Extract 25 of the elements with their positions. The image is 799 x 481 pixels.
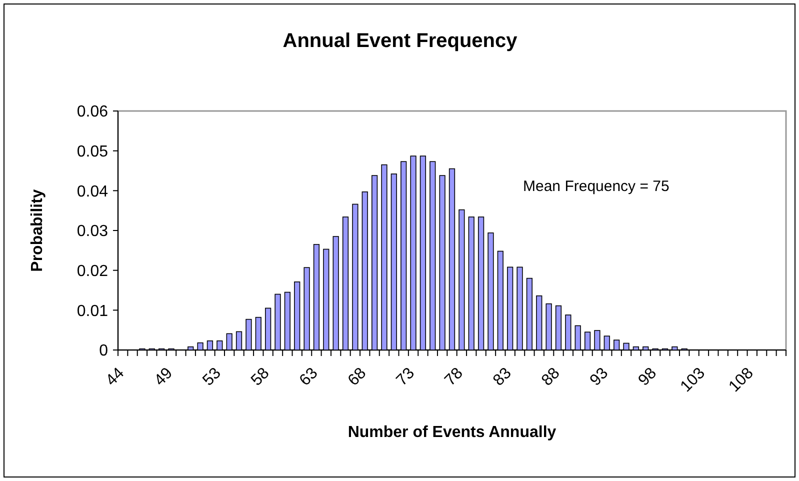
x-tick-label: 68 <box>345 364 370 390</box>
x-tick-label: 83 <box>490 364 515 390</box>
x-tick-label: 103 <box>678 364 709 396</box>
x-tick-label: 58 <box>248 364 273 390</box>
x-tick-label: 44 <box>102 364 128 390</box>
y-tick-label: 0.04 <box>76 183 108 200</box>
x-tick-label: 78 <box>442 364 466 390</box>
x-tick-label: 88 <box>538 364 564 390</box>
y-tick-label: 0.05 <box>76 143 108 160</box>
x-tick-label: 49 <box>151 364 176 390</box>
x-tick-label: 108 <box>726 364 757 396</box>
annotation: Mean Frequency = 75 <box>523 178 670 195</box>
x-tick-label: 98 <box>635 364 660 390</box>
y-tick-label: 0 <box>99 342 108 360</box>
x-tick-label: 73 <box>393 364 418 390</box>
x-tick-label: 63 <box>296 364 322 390</box>
x-tick-label: 93 <box>587 364 612 390</box>
y-tick-label: 0.03 <box>76 223 108 240</box>
y-tick-label: 0.01 <box>76 302 108 320</box>
y-axis-title: Probability <box>29 189 46 272</box>
chart-title: Annual Event Frequency <box>282 30 518 52</box>
y-tick-label: 0.02 <box>76 262 108 280</box>
x-axis-title: Number of Events Annually <box>348 424 556 441</box>
y-tick-label: 0.06 <box>76 104 108 121</box>
x-tick-label: 53 <box>200 364 224 390</box>
